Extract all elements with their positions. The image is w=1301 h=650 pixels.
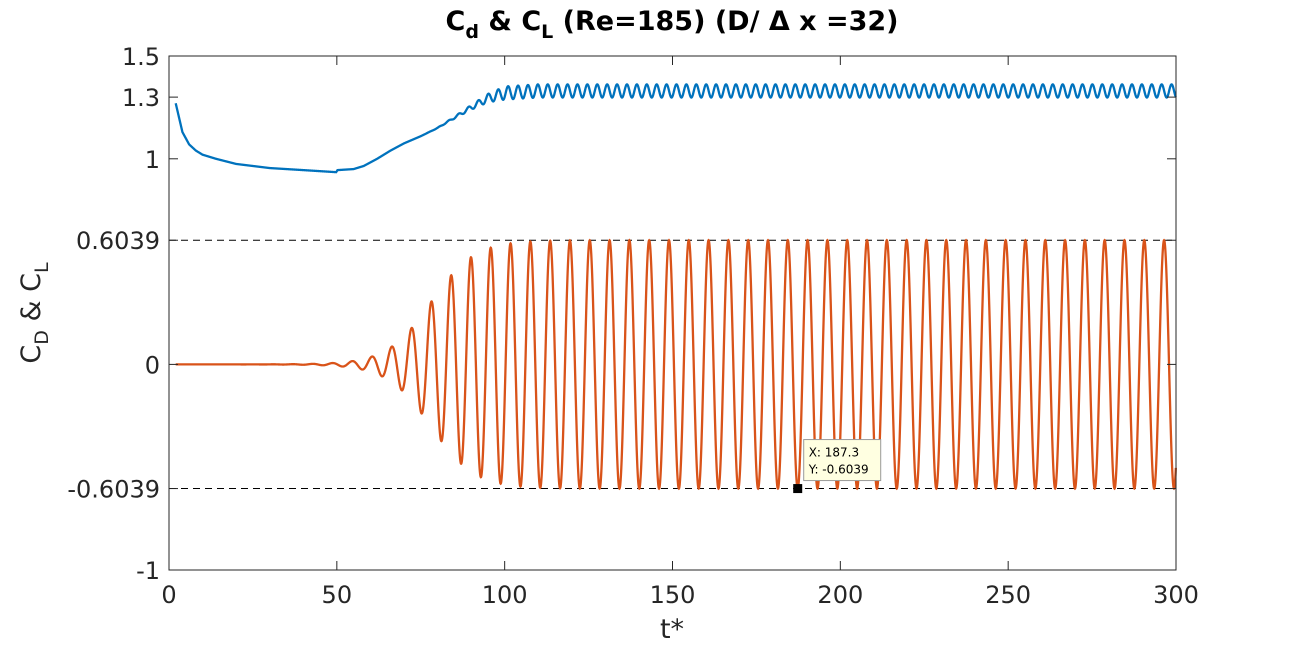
x-tick-label: 300: [1153, 581, 1199, 609]
y-tick-label: 1.5: [122, 43, 160, 71]
y-tick-label: 1: [145, 146, 160, 174]
axes: 0 50 100 150 200 250 300 -1 -0.6039 0 0.6039 1 1.3 1.…: [67, 43, 1199, 609]
x-axis-label: t*: [660, 614, 684, 645]
series-cd-line: [174, 83, 1177, 174]
datatip-marker[interactable]: [793, 484, 803, 494]
chart-title: Cd & CL (Re=185) (D/ Δ x =32): [446, 6, 899, 43]
x-tick-label: 0: [161, 581, 176, 609]
y-tick-label: -1: [136, 557, 160, 585]
datatip-x-label: X: 187.3: [809, 446, 859, 460]
y-tick-label: 0.6039: [76, 227, 160, 255]
y-tick-label: -0.6039: [67, 476, 160, 504]
datatip-box[interactable]: [803, 439, 882, 482]
x-tick-label: 150: [650, 581, 696, 609]
y-tick-label: 1.3: [122, 84, 160, 112]
x-tick-label: 250: [985, 581, 1031, 609]
series-cl-line: [175, 238, 1177, 491]
x-tick-label: 50: [322, 581, 353, 609]
series-layer: [174, 83, 1177, 491]
y-tick-label: 0: [145, 351, 160, 379]
y-axis-label: CD & CL: [16, 262, 53, 364]
datatip[interactable]: X: 187.3 Y: -0.6039: [793, 439, 882, 494]
datatip-y-label: Y: -0.6039: [808, 463, 869, 477]
x-tick-label: 100: [482, 581, 528, 609]
x-tick-label: 200: [817, 581, 863, 609]
